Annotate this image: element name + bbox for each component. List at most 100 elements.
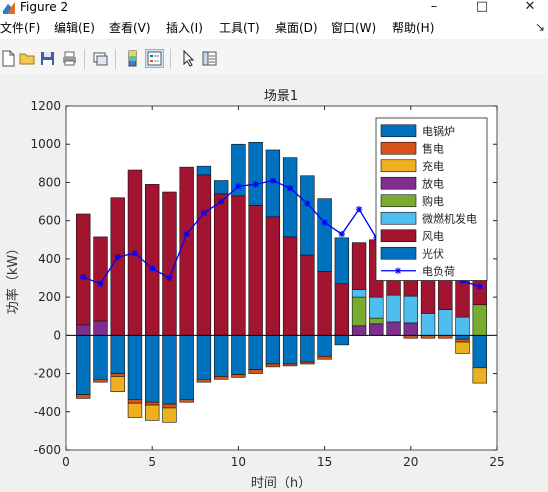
matlab-icon: [3, 2, 15, 14]
menu-help[interactable]: 帮助(H): [392, 21, 435, 35]
y-axis-label: 功率（kW）: [5, 242, 21, 314]
bar-pv-neg-2: [93, 335, 108, 380]
bar-pv-10: [231, 143, 246, 197]
figure-canvas[interactable]: 0 5 10 15 20 25 -600 -400 -200 0 200 400 600 800 1000 1…: [0, 74, 548, 491]
load-point-5: [149, 265, 156, 272]
bar-charge-neg-5: [145, 404, 160, 421]
property-inspector-icon[interactable]: [201, 50, 218, 67]
bar-wind-5: [145, 184, 160, 336]
bar-wind-14: [300, 254, 315, 336]
link-plot-icon[interactable]: [92, 50, 109, 67]
legend-label: 售电: [422, 141, 444, 155]
bar-wind-11: [248, 205, 263, 336]
bar-pv-neg-24: [472, 335, 487, 369]
load-point-24: [476, 283, 483, 290]
legend-label: 光伏: [422, 246, 444, 260]
y-tick-label: 1200: [30, 99, 61, 113]
legend-entry-pv[interactable]: 光伏: [380, 246, 444, 260]
bar-wind-1: [76, 213, 91, 326]
load-point-11: [252, 181, 259, 188]
chart[interactable]: 0 5 10 15 20 25 -600 -400 -200 0 200 400 600 800 1000 1…: [0, 74, 548, 491]
legend-entry-buy[interactable]: 购电: [380, 194, 444, 208]
legend-label: 购电: [422, 194, 444, 208]
bar-wind-13: [282, 236, 298, 336]
minimize-button[interactable]: –: [430, 0, 438, 14]
print-icon[interactable]: [61, 50, 78, 67]
load-point-17: [355, 206, 363, 213]
bar-discharge-1: [76, 324, 91, 336]
legend-entry-charge[interactable]: 充电: [380, 159, 444, 173]
menu-file[interactable]: 文件(F): [0, 21, 41, 35]
load-point-6: [166, 274, 173, 282]
legend-entry-wind[interactable]: 风电: [380, 229, 444, 243]
menu-tools[interactable]: 工具(T): [219, 21, 260, 35]
bar-buy-24: [472, 304, 487, 336]
bar-sell-neg-2: [93, 378, 108, 383]
legend-entry-load[interactable]: 电负荷: [381, 264, 455, 278]
bar-turbine-18: [369, 296, 384, 319]
axes-frame: [65, 105, 498, 451]
insert-legend-icon[interactable]: [145, 49, 164, 68]
menu-window[interactable]: 窗口(W): [331, 21, 377, 35]
bar-wind-8: [196, 174, 212, 336]
load-point-2: [97, 280, 104, 287]
bar-buy-17: [351, 296, 367, 327]
bar-pv-13: [282, 157, 298, 238]
bar-pv-16: [334, 237, 350, 285]
dock-figure-icon[interactable]: ↘: [534, 20, 545, 34]
bar-turbine-21: [420, 313, 436, 336]
load-point-15: [321, 219, 328, 226]
bar-wind-7: [179, 166, 194, 336]
load-point-8: [200, 209, 208, 217]
x-tick-label: 15: [317, 455, 332, 469]
bar-sell-neg-11: [248, 369, 263, 374]
legend-label: 电锅炉: [422, 125, 455, 138]
load-point-13: [286, 184, 294, 192]
close-button[interactable]: ✕: [524, 0, 536, 14]
menu-desktop[interactable]: 桌面(D): [275, 21, 318, 35]
bar-pv-neg-11: [248, 335, 263, 371]
legend-label: 风电: [422, 230, 444, 243]
legend-entry-boiler[interactable]: 电锅炉: [380, 124, 455, 138]
load-point-3: [114, 253, 121, 261]
bar-pv-14: [300, 175, 315, 256]
new-file-icon[interactable]: [0, 50, 17, 67]
legend-entry-discharge[interactable]: 放电: [380, 176, 444, 190]
maximize-button[interactable]: □: [475, 0, 489, 14]
legend-label: 放电: [422, 176, 444, 190]
bar-wind-6: [162, 191, 177, 336]
bar-wind-16: [334, 283, 350, 336]
bar-sell-neg-3: [110, 373, 125, 377]
bar-pv-neg-13: [282, 335, 298, 365]
bar-sell-neg-9: [213, 376, 229, 380]
bar-discharge-2: [93, 320, 108, 336]
bar-pv-neg-5: [145, 335, 160, 403]
bar-pv-neg-12: [265, 335, 281, 365]
bar-pv-neg-16: [334, 335, 350, 346]
legend-entry-sell[interactable]: 售电: [380, 141, 444, 155]
legend-entry-turbine[interactable]: 微燃机发电: [380, 211, 477, 225]
bar-wind-2: [93, 236, 108, 322]
bar-charge-neg-6: [162, 407, 177, 423]
bar-pv-neg-7: [179, 335, 194, 400]
bar-discharge-20: [403, 322, 418, 336]
bar-sell-neg-23: [455, 338, 470, 343]
menu-edit[interactable]: 编辑(E): [54, 21, 95, 35]
bar-pv-9: [213, 180, 229, 195]
bar-sell-neg-4: [127, 399, 143, 404]
bar-wind-15: [317, 271, 332, 336]
axis-ticks: 0 5 10 15 20 25 -600 -400 -200 0 200 400 600 800 1000 1…: [30, 99, 504, 469]
open-file-icon[interactable]: [19, 50, 36, 67]
bar-turbine-23: [455, 316, 470, 336]
legend-label: 充电: [422, 159, 444, 173]
menu-view[interactable]: 查看(V): [109, 21, 151, 35]
bar-discharge-19: [386, 321, 401, 336]
pointer-icon[interactable]: [180, 50, 197, 67]
save-icon[interactable]: [39, 50, 56, 67]
insert-colorbar-icon[interactable]: [124, 50, 141, 67]
bar-pv-neg-14: [300, 335, 315, 363]
x-tick-label: 25: [489, 455, 504, 469]
menu-insert[interactable]: 插入(I): [166, 21, 203, 35]
bar-sell-neg-6: [162, 403, 177, 409]
